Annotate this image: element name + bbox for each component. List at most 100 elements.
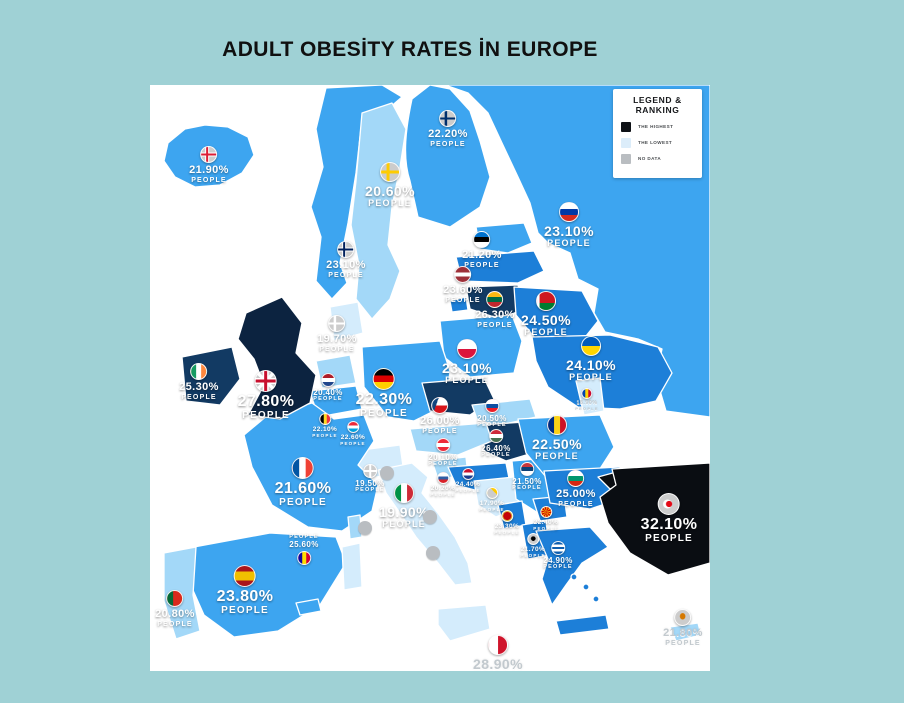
shape-finland: [404, 85, 491, 228]
czechia-flag-icon: [431, 397, 449, 414]
russia-flag-icon: [558, 202, 579, 222]
obesity-value: 25.60%: [289, 539, 319, 549]
people-label: PEOPLE: [191, 176, 227, 184]
moldova-flag-icon: [581, 388, 593, 399]
luxembourg-flag-icon: [347, 421, 359, 433]
people-label: PEOPLE: [430, 140, 466, 148]
people-label: PEOPLE: [477, 422, 507, 429]
obesity-value: 23.10%: [544, 223, 594, 239]
latvia-flag-icon: [454, 266, 472, 283]
country-label-montenegro: 23.30% PEOPLE: [494, 510, 519, 536]
serbia-flag-icon: [519, 462, 534, 476]
people-label: PEOPLE: [479, 506, 505, 512]
shape-ukraine: [531, 334, 673, 410]
obesity-value: 17.90%: [479, 500, 505, 507]
obesity-value: 26.40%: [481, 444, 511, 453]
people-label: PEOPLE: [360, 407, 408, 419]
people-label: PEOPLE: [181, 393, 217, 401]
people-label: PEOPLE: [535, 450, 579, 461]
lithuania-flag-icon: [486, 291, 504, 308]
uk-flag-icon: [254, 370, 277, 392]
obesity-value: 22.20%: [428, 128, 468, 140]
shape-balearics: [295, 598, 322, 616]
cyprus-flag-icon: [674, 609, 692, 626]
shape-sardinia: [341, 542, 363, 591]
people-label: PEOPLE: [340, 440, 366, 446]
obesity-value: 18.90%: [576, 400, 598, 406]
turkey-flag-icon: [657, 493, 680, 515]
obesity-value: 21.20%: [462, 249, 502, 261]
no-data-marker: [380, 466, 394, 480]
country-label-spain: 23.80% PEOPLE: [217, 565, 274, 617]
denmark-flag-icon: [328, 315, 346, 332]
sweden-flag-icon: [379, 162, 400, 182]
country-label-albania: 21.70% PEOPLE: [520, 533, 545, 559]
country-label-poland: 23.10% PEOPLE: [442, 339, 492, 385]
ukraine-flag-icon: [580, 336, 601, 356]
obesity-value: 20.60%: [365, 183, 415, 199]
obesity-value: 22.50%: [532, 436, 582, 452]
obesity-value: 21.70%: [520, 546, 546, 553]
legend-box: LEGEND & RANKING THE HIGHEST THE LOWEST …: [613, 89, 702, 178]
people-label: PEOPLE: [464, 261, 500, 269]
country-label-latvia: 23.60% PEOPLE: [443, 266, 483, 304]
obesity-value: 20.40%: [313, 388, 343, 397]
france-flag-icon: [291, 457, 314, 479]
country-label-russia: 23.10% PEOPLE: [544, 202, 594, 248]
germany-flag-icon: [372, 368, 395, 390]
country-label-portugal: 20.80% PEOPLE: [155, 590, 195, 628]
country-label-italy: 19.90% PEOPLE: [379, 483, 429, 529]
obesity-value: 26.00%: [420, 415, 460, 427]
shape-greek-island: [570, 573, 578, 581]
people-label: PEOPLE: [494, 529, 520, 535]
people-label: PEOPLE: [445, 296, 481, 304]
people-label: PEOPLE: [157, 620, 193, 628]
country-label-belarus: 24.50% PEOPLE: [521, 291, 571, 337]
people-label: PEOPLE: [368, 197, 412, 208]
shape-sicily: [437, 604, 491, 642]
shape-greek-island: [582, 583, 590, 591]
austria-flag-icon: [435, 438, 450, 452]
obesity-value: 21.60%: [274, 480, 332, 497]
obesity-value: 28.90%: [473, 656, 523, 671]
labels-layer: 21.90% PEOPLE 23.10% PEOPLE 20.60% PEOPL…: [150, 85, 710, 671]
country-label-malta: 28.90%: [473, 635, 523, 671]
country-label-france: 21.60% PEOPLE: [275, 457, 332, 509]
people-label: PEOPLE: [645, 532, 693, 544]
no-data-marker: [358, 521, 372, 535]
north-macedonia-flag-icon: [540, 506, 552, 518]
norway-flag-icon: [337, 241, 355, 258]
people-label: PEOPLE: [242, 409, 290, 421]
country-label-moldova: 18.90% PEOPLE: [575, 388, 598, 411]
finland-flag-icon: [439, 110, 457, 127]
montenegro-flag-icon: [501, 510, 513, 522]
country-label-austria: 20.10% PEOPLE: [428, 438, 458, 468]
people-label: PEOPLE: [477, 321, 513, 329]
obesity-value: 23.80%: [216, 588, 274, 605]
shape-austria: [409, 422, 493, 456]
country-label-denmark: 19.70% PEOPLE: [317, 315, 357, 353]
croatia-flag-icon: [462, 468, 474, 480]
country-label-estonia: 21.20% PEOPLE: [462, 231, 502, 269]
people-label: PEOPLE: [319, 345, 355, 353]
obesity-value: 22.40%: [533, 519, 559, 526]
obesity-value: 26.30%: [475, 309, 515, 321]
hungary-flag-icon: [488, 429, 503, 443]
people-label: PEOPLE: [312, 432, 338, 438]
people-label: PEOPLE: [428, 461, 458, 468]
malta-flag-icon: [487, 635, 508, 655]
obesity-value: 23.10%: [442, 360, 492, 376]
people-label: PEOPLE: [547, 237, 591, 248]
country-label-slovenia: 20.20% PEOPLE: [430, 472, 455, 498]
country-label-turkey: 32.10% PEOPLE: [641, 493, 698, 545]
country-label-ukraine: 24.10% PEOPLE: [566, 336, 616, 382]
no-data-marker: [423, 510, 437, 524]
people-label: PEOPLE: [481, 452, 511, 459]
people-label: PEOPLE: [665, 639, 701, 647]
obesity-value: 21.90%: [189, 164, 229, 176]
europe-map-panel: 21.90% PEOPLE 23.10% PEOPLE 20.60% PEOPL…: [150, 85, 710, 671]
people-label: PEOPLE: [520, 552, 546, 558]
country-label-czechia: 26.00% PEOPLE: [420, 397, 460, 435]
obesity-value: 24.40%: [455, 481, 481, 488]
greece-flag-icon: [550, 541, 565, 555]
